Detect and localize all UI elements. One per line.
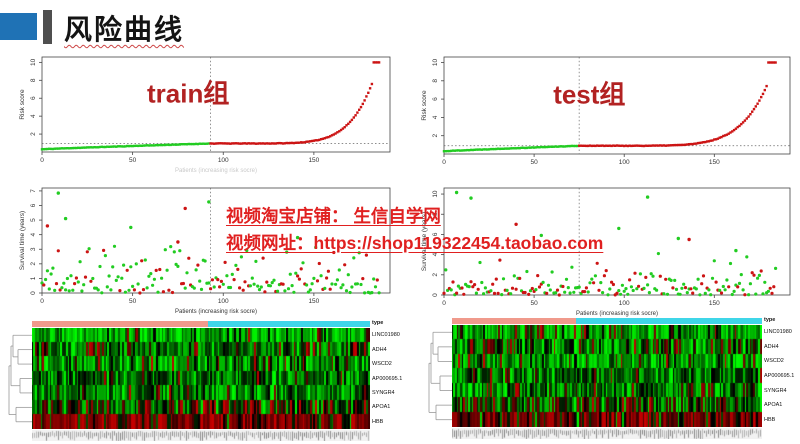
- gene-row-label: HBB: [372, 418, 384, 425]
- test-expression-heatmap: type LINC01980 ADH4 WSCD2 AP000695.1 SYNGR4 AP…: [428, 317, 798, 440]
- svg-text:Risk score: Risk score: [19, 89, 26, 120]
- type-annotation-label: type: [372, 320, 384, 326]
- watermark-shop-line: 视频淘宝店铺： 生信自学网: [226, 206, 441, 226]
- svg-text:10: 10: [30, 58, 37, 66]
- test-survival-time-plot: 0 50 100 150 0 2 4 6 8 10 Patients (increasing ris…: [418, 183, 798, 321]
- svg-text:2: 2: [432, 134, 439, 138]
- gene-row-label: LINC01980: [764, 329, 792, 336]
- svg-text:train组: train组: [147, 79, 229, 109]
- svg-text:0: 0: [442, 159, 446, 166]
- train-survival-time-plot: 0 50 100 150 0 1 2 3 4 5 6 7 Patients (increasing ri…: [16, 183, 398, 319]
- svg-text:test组: test组: [553, 80, 625, 110]
- svg-text:3: 3: [30, 247, 37, 251]
- svg-text:2: 2: [432, 273, 439, 277]
- test-survival-svg: 0 50 100 150 0 2 4 6 8 10 Patients (increasing ris…: [421, 187, 791, 317]
- gene-row-label: APOA1: [764, 402, 783, 409]
- watermark: 视频淘宝店铺： 生信自学网 视频网址：https://shop119322454…: [226, 203, 603, 257]
- svg-text:4: 4: [432, 252, 439, 256]
- train-risk-svg: 0 50 100 150 2 4 6 8 10 train组 Patients (increasin…: [19, 56, 391, 174]
- svg-text:150: 150: [308, 157, 319, 164]
- row-dendrogram: [428, 331, 452, 421]
- svg-text:0: 0: [30, 291, 37, 295]
- svg-text:8: 8: [30, 78, 37, 82]
- type-group-1-swatch: [32, 321, 208, 327]
- test-risk-svg: 0 50 100 150 2 4 6 8 10 test组 Risk score: [421, 56, 791, 166]
- svg-text:4: 4: [432, 115, 439, 119]
- watermark-url-line: 视频网址：https://shop119322454.taobao.com: [226, 233, 604, 253]
- svg-text:100: 100: [218, 298, 229, 305]
- svg-text:7: 7: [30, 189, 37, 193]
- type-annotation-label: type: [764, 317, 776, 323]
- heatmap-type-annotation-bar: [32, 321, 370, 327]
- sample-labels-strip: [32, 430, 370, 441]
- gene-row-label: ADH4: [372, 346, 387, 353]
- svg-text:6: 6: [30, 96, 37, 100]
- type-group-2-swatch: [576, 318, 762, 324]
- svg-text:2: 2: [30, 132, 37, 136]
- svg-text:Patients (increasing risk socr: Patients (increasing risk socre): [175, 168, 257, 174]
- svg-text:10: 10: [432, 58, 439, 66]
- svg-text:8: 8: [432, 212, 439, 216]
- gene-row-label: SYNGR4: [372, 389, 395, 396]
- type-group-2-swatch: [207, 321, 370, 327]
- svg-text:150: 150: [709, 300, 720, 307]
- gene-row-label: LINC01980: [372, 332, 400, 339]
- heatmap-body-canvas: [452, 325, 762, 427]
- svg-text:6: 6: [432, 97, 439, 101]
- test-risk-score-plot: 0 50 100 150 2 4 6 8 10 test组 Risk score: [418, 52, 798, 180]
- svg-text:50: 50: [530, 300, 538, 307]
- svg-text:Survival time (years): Survival time (years): [19, 211, 26, 270]
- svg-text:0: 0: [40, 157, 44, 164]
- gene-row-label: SYNGR4: [764, 387, 787, 394]
- svg-text:Patients (increasing risk socr: Patients (increasing risk socre): [576, 311, 658, 317]
- train-survival-svg: 0 50 100 150 0 1 2 3 4 5 6 7 Patients (increasing ri…: [19, 187, 391, 315]
- svg-text:50: 50: [129, 298, 137, 305]
- svg-text:Survival time (years): Survival time (years): [421, 212, 428, 271]
- gene-row-label: WSCD2: [764, 358, 784, 365]
- svg-text:100: 100: [619, 159, 630, 166]
- title-accent-square: [0, 13, 37, 40]
- train-expression-heatmap: type LINC01980 ADH4 WSCD2 AP000695.1 SYNGR4 AP…: [8, 320, 406, 442]
- gene-row-label: AP000695.1: [764, 373, 795, 379]
- svg-text:50: 50: [530, 159, 538, 166]
- svg-text:0: 0: [40, 298, 44, 305]
- svg-text:8: 8: [432, 79, 439, 83]
- svg-text:4: 4: [30, 232, 37, 236]
- svg-text:4: 4: [30, 114, 37, 118]
- svg-text:2: 2: [30, 262, 37, 266]
- svg-text:0: 0: [432, 293, 439, 297]
- gene-row-label: HBB: [764, 416, 776, 423]
- gene-row-label: AP000695.1: [372, 375, 403, 382]
- sample-labels-strip: [452, 428, 762, 439]
- row-dendrogram: [8, 334, 32, 423]
- title-accent-bar: [43, 10, 52, 44]
- svg-text:0: 0: [442, 300, 446, 307]
- svg-text:6: 6: [432, 232, 439, 236]
- heatmap-type-annotation-bar: [452, 318, 762, 324]
- svg-text:10: 10: [432, 190, 439, 198]
- heatmap-body-canvas: [32, 328, 370, 429]
- svg-text:5: 5: [30, 218, 37, 222]
- svg-text:100: 100: [218, 157, 229, 164]
- gene-row-label: WSCD2: [372, 361, 392, 368]
- svg-text:100: 100: [619, 300, 630, 307]
- svg-text:150: 150: [709, 159, 720, 166]
- svg-text:6: 6: [30, 203, 37, 207]
- svg-text:50: 50: [129, 157, 137, 164]
- train-risk-score-plot: 0 50 100 150 2 4 6 8 10 train组 Patients (increasin…: [16, 52, 398, 178]
- type-group-1-swatch: [452, 318, 576, 324]
- page-title: 风险曲线: [64, 14, 185, 45]
- gene-row-label: APOA1: [372, 404, 391, 411]
- gene-row-label: ADH4: [764, 343, 779, 350]
- svg-text:1: 1: [30, 276, 37, 280]
- svg-text:Risk score: Risk score: [421, 90, 428, 121]
- svg-text:150: 150: [308, 298, 319, 305]
- svg-text:Patients (increasing risk socr: Patients (increasing risk socre): [175, 309, 257, 315]
